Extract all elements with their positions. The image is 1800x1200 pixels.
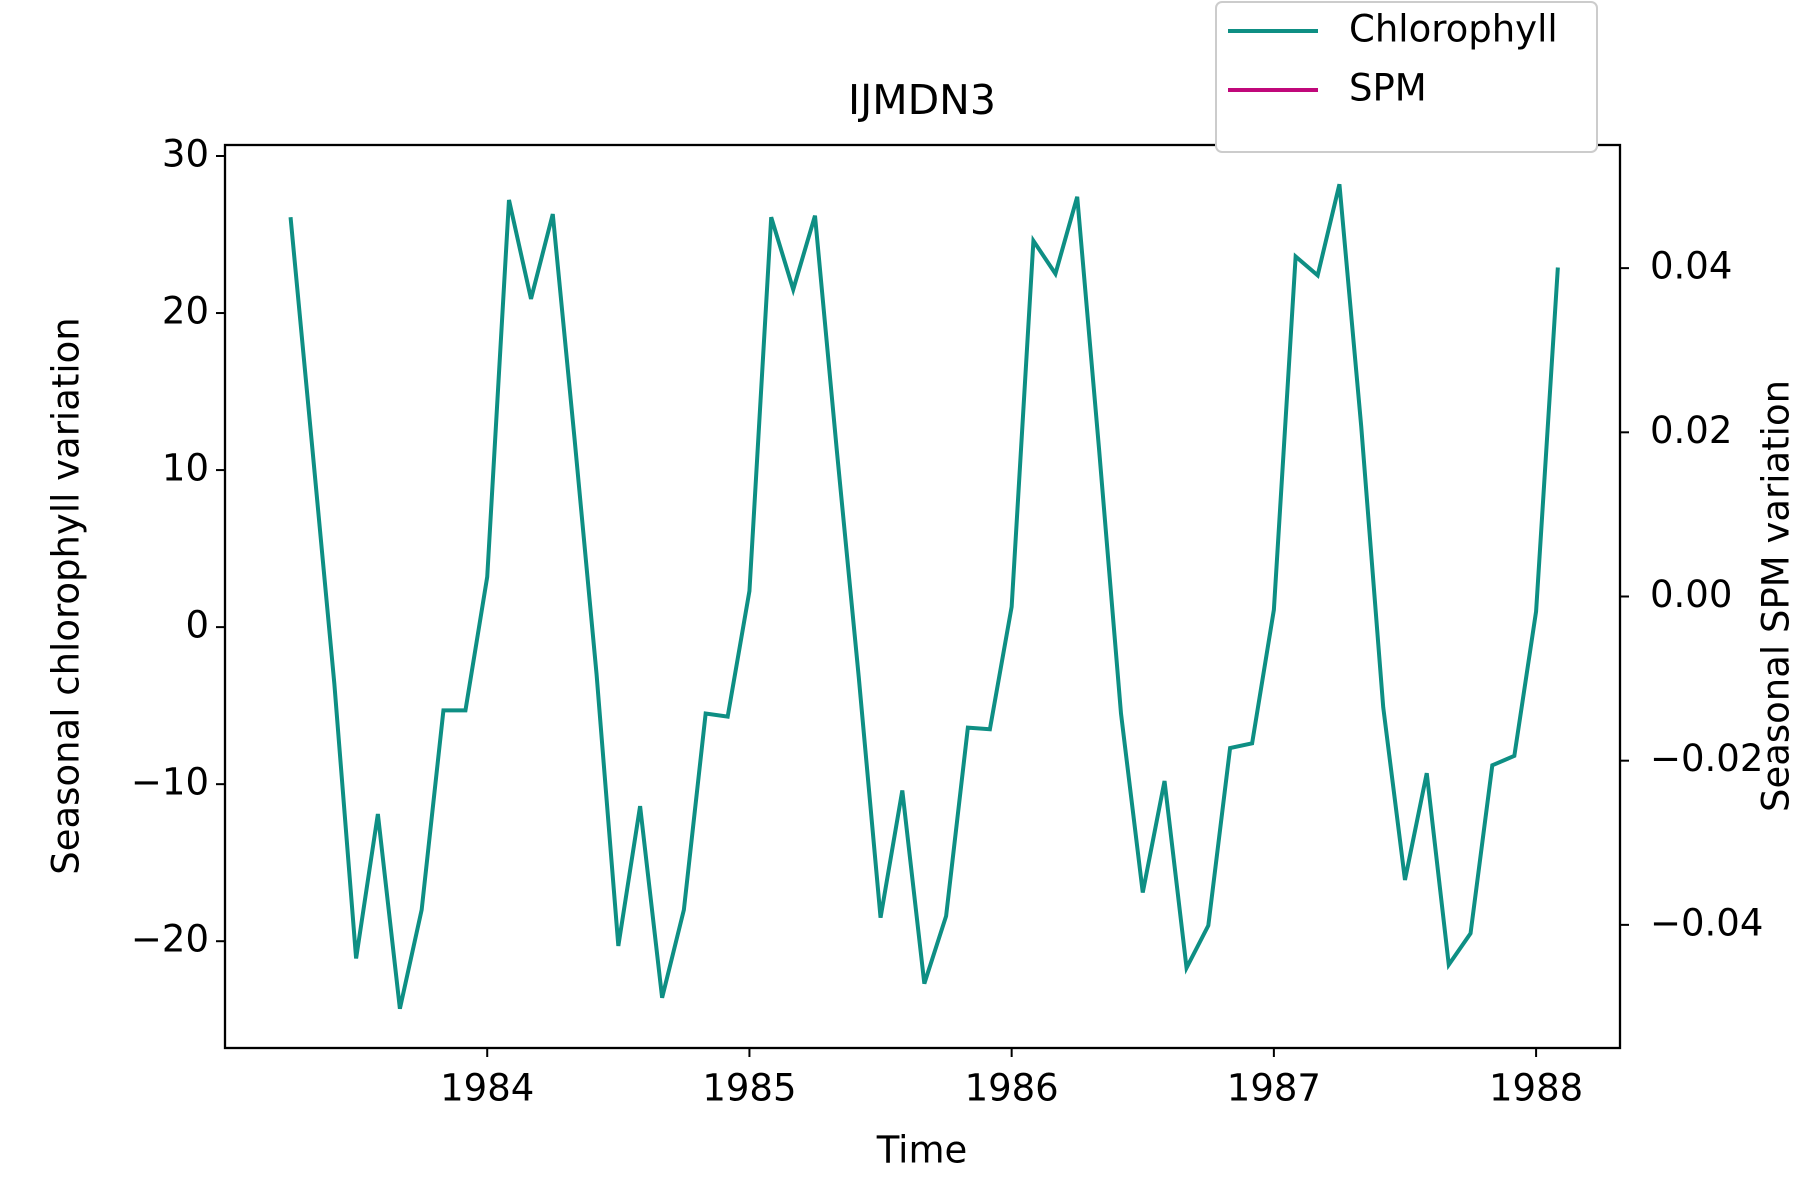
y2-tick-label: −0.02 xyxy=(1650,737,1763,780)
y-tick-label: −20 xyxy=(131,918,209,961)
x-axis-label: Time xyxy=(876,1129,968,1172)
x-tick-label: 1988 xyxy=(1489,1067,1583,1110)
legend: Chlorophyll SPM xyxy=(1215,1,1598,153)
y-axis-label: Seasonal chlorophyll variation xyxy=(45,317,88,875)
y2-tick-label: 0.02 xyxy=(1650,409,1732,452)
y-tick-label: 10 xyxy=(162,447,209,490)
legend-label[interactable]: SPM xyxy=(1349,67,1427,110)
x-tick-label: 1987 xyxy=(1227,1067,1321,1110)
x-tick-label: 1986 xyxy=(965,1067,1059,1110)
y-tick-label: 30 xyxy=(162,132,209,175)
y-tick-label: 0 xyxy=(185,604,209,647)
legend-box xyxy=(1215,1,1598,153)
y2-tick-label: −0.04 xyxy=(1650,901,1763,944)
plot-frame xyxy=(223,143,1622,1050)
y2-axis-label: Seasonal SPM variation xyxy=(1755,380,1798,812)
legend-label[interactable]: Chlorophyll xyxy=(1349,8,1558,51)
x-tick-label: 1984 xyxy=(440,1067,534,1110)
y2-tick-label: 0.00 xyxy=(1650,573,1732,616)
y-tick-label: −10 xyxy=(131,761,209,804)
chart-title: IJMDN3 xyxy=(848,76,996,124)
data-line xyxy=(288,183,1560,1010)
x-tick-label: 1985 xyxy=(702,1067,796,1110)
y2-tick-label: 0.04 xyxy=(1650,245,1732,288)
y-tick-label: 20 xyxy=(162,290,209,333)
